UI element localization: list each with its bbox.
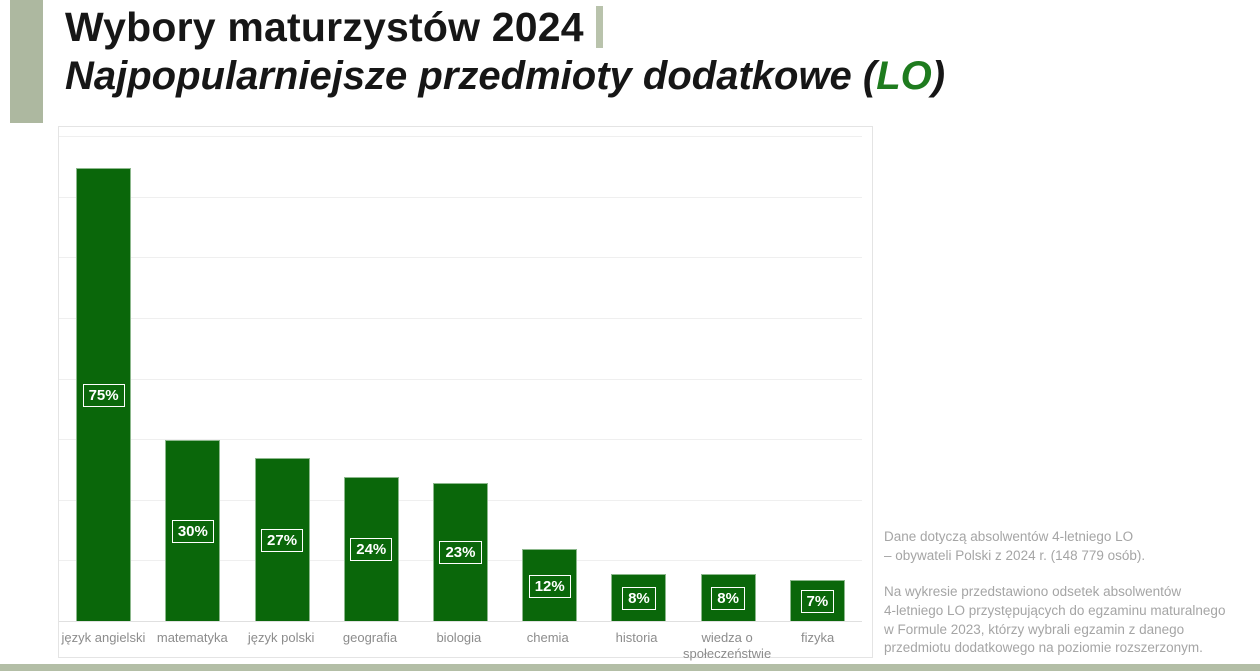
bar-6: 12% [522, 549, 578, 622]
bar-value-label: 8% [711, 586, 745, 610]
bar-4: 24% [343, 476, 399, 622]
x-axis-label: wiedza o społeczeństwie [683, 630, 772, 661]
x-axis-label: język angielski [61, 630, 146, 645]
bar-value-label: 75% [82, 383, 125, 407]
bar-2: 30% [165, 440, 221, 622]
bar-8: 8% [700, 573, 756, 622]
bar-value-label: 27% [261, 529, 304, 553]
x-axis-label: geografia [342, 630, 398, 645]
gridline-60 [59, 257, 862, 259]
bar-slot: 8% [684, 127, 773, 622]
title-lo-highlight: LO [876, 54, 932, 98]
gridline-80 [59, 136, 862, 138]
title-line2-prefix: Najpopularniejsze przedmioty dodatkowe ( [65, 54, 877, 98]
bar-1: 75% [76, 167, 132, 622]
side-note: Dane dotyczą absolwentów 4-letniego LO –… [884, 528, 1256, 658]
bar-value-label: 23% [439, 541, 482, 565]
bar-slot: 7% [773, 127, 862, 622]
title-divider-bar [595, 6, 603, 48]
x-axis-labels-row: język angielski matematyka język polski geo… [59, 630, 862, 662]
bar-3: 27% [254, 458, 310, 622]
x-axis-label: historia [615, 630, 658, 645]
bar-value-label: 7% [800, 589, 835, 613]
bar-slot: 12% [505, 127, 594, 622]
side-note-para2: Na wykresie przedstawiono odsetek absolw… [884, 583, 1226, 656]
gridline-70 [59, 196, 862, 198]
bottom-accent-bar [0, 664, 1260, 671]
bar-slot: 75% [59, 127, 148, 622]
bar-5: 23% [432, 482, 488, 622]
left-accent-bar [10, 0, 43, 123]
bar-slot: 24% [327, 127, 416, 622]
bar-9: 7% [789, 579, 845, 622]
gridline-40 [59, 378, 862, 380]
bar-value-label: 30% [171, 520, 214, 544]
bar-slot: 30% [148, 127, 237, 622]
side-note-para1: Dane dotyczą absolwentów 4-letniego LO –… [884, 529, 1146, 563]
gridline-30 [59, 439, 862, 441]
bars-row: 75% 30% 27% 24% 23% 12% 8% 8% 7% [59, 127, 862, 622]
title-line2-suffix: ) [931, 54, 946, 98]
bar-slot: 27% [237, 127, 326, 622]
title-line1-text: Wybory maturzystów 2024 [65, 4, 584, 50]
gridline-50 [59, 318, 862, 320]
bar-slot: 23% [416, 127, 505, 622]
bar-7: 8% [611, 573, 667, 622]
title-line2: Najpopularniejsze przedmioty dodatkowe (… [65, 52, 945, 100]
x-axis-label: język polski [247, 630, 315, 645]
x-axis-label: matematyka [156, 630, 228, 645]
title-line1: Wybory maturzystów 2024 [65, 2, 945, 52]
bar-value-label: 8% [622, 586, 656, 610]
x-axis-label: fizyka [800, 630, 835, 645]
x-axis-line [59, 621, 862, 622]
bar-chart: 75% 30% 27% 24% 23% 12% 8% 8% 7% język angielski… [58, 126, 873, 661]
plot-area: 75% 30% 27% 24% 23% 12% 8% 8% 7% [59, 127, 862, 622]
page-title: Wybory maturzystów 2024 Najpopularniejsz… [65, 2, 945, 100]
bar-slot: 8% [594, 127, 683, 622]
bar-value-label: 24% [350, 538, 393, 562]
x-axis-label: chemia [526, 630, 569, 645]
x-axis-label: biologia [436, 630, 482, 645]
bar-value-label: 12% [528, 574, 571, 598]
